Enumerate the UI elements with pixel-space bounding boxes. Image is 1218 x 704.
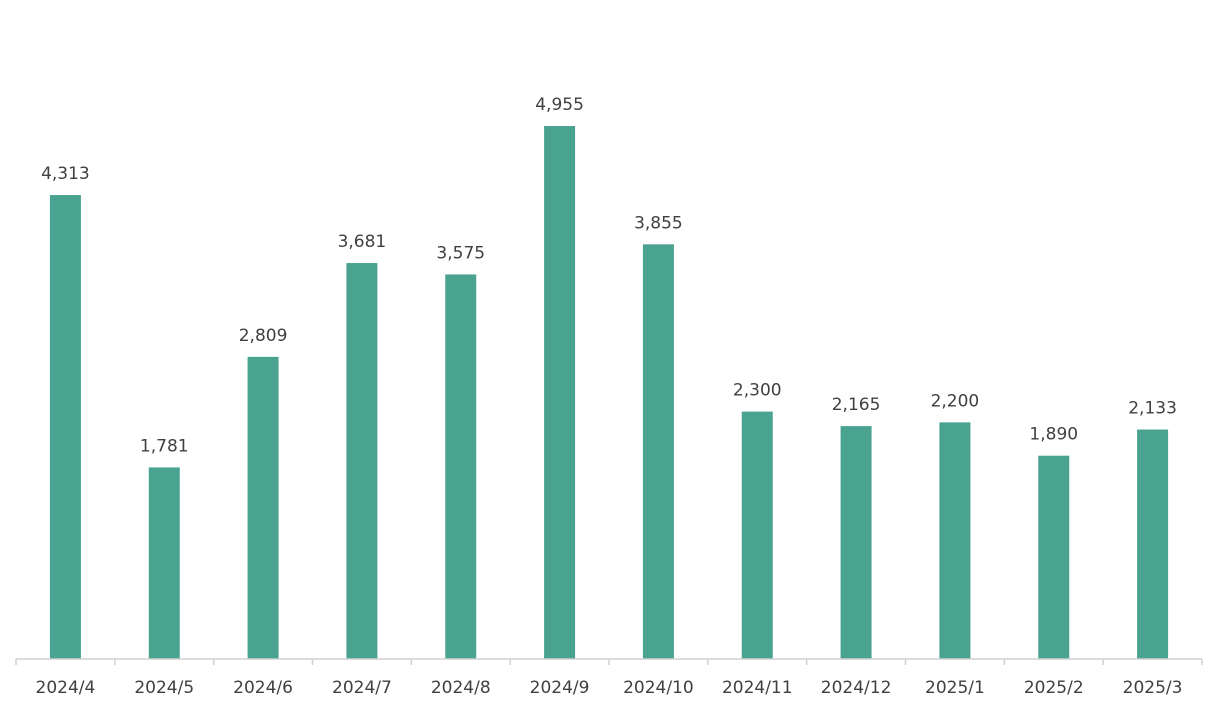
x-tick-label: 2025/3 [1123, 678, 1183, 698]
bar-2024-8 [445, 274, 477, 659]
bar-2024-12 [840, 426, 872, 659]
x-tick-label: 2024/4 [36, 678, 96, 698]
bar-value-label: 2,133 [1128, 399, 1177, 419]
x-tick-label: 2024/6 [233, 678, 293, 698]
x-tick-label: 2024/11 [722, 678, 793, 698]
bar-value-label: 3,681 [338, 232, 387, 252]
x-tick-label: 2024/8 [431, 678, 491, 698]
bar-value-label: 3,855 [634, 213, 683, 233]
x-axis-ticks [15, 659, 1203, 665]
bar-2024-6 [247, 356, 279, 659]
x-tick-label: 2025/2 [1024, 678, 1084, 698]
value-labels-group: 4,313 1,781 2,809 3,681 3,575 4,955 3,855 2,300… [41, 95, 1177, 456]
bar-2024-4 [49, 195, 81, 660]
bar-2024-9 [544, 126, 576, 659]
x-tick-label: 2024/9 [530, 678, 590, 698]
bar-2024-11 [741, 411, 773, 659]
bar-value-label: 4,955 [535, 95, 584, 115]
x-tick-label: 2024/10 [623, 678, 694, 698]
x-tick-label: 2024/5 [134, 678, 194, 698]
x-axis-tick-labels: 2024/4 2024/5 2024/6 2024/7 2024/8 2024/9 2024… [36, 678, 1183, 698]
bar-2025-1 [939, 422, 971, 659]
bar-value-label: 2,200 [931, 391, 980, 411]
bar-value-label: 1,890 [1029, 425, 1078, 445]
bar-2024-7 [346, 263, 378, 659]
bar-2024-5 [148, 467, 180, 659]
x-tick-label: 2024/12 [821, 678, 892, 698]
bar-value-label: 2,165 [832, 395, 881, 415]
bar-2024-10 [642, 244, 674, 659]
bar-value-label: 1,781 [140, 436, 189, 456]
bar-value-label: 4,313 [41, 164, 90, 184]
bar-value-label: 2,809 [239, 326, 288, 346]
bar-value-label: 3,575 [436, 243, 485, 263]
x-tick-label: 2024/7 [332, 678, 392, 698]
bars-group [49, 126, 1169, 660]
bar-2025-2 [1038, 455, 1070, 659]
x-tick-label: 2025/1 [925, 678, 985, 698]
bar-2025-3 [1137, 429, 1169, 659]
bar-value-label: 2,300 [733, 381, 782, 401]
